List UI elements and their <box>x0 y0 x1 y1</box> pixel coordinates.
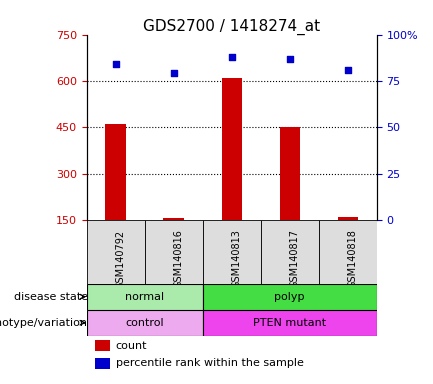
Text: count: count <box>116 341 147 351</box>
Title: GDS2700 / 1418274_at: GDS2700 / 1418274_at <box>143 18 320 35</box>
Text: percentile rank within the sample: percentile rank within the sample <box>116 358 304 368</box>
Text: GSM140813: GSM140813 <box>232 230 242 288</box>
Bar <box>222 78 242 220</box>
Point <box>286 56 293 62</box>
Text: GSM140818: GSM140818 <box>348 230 358 288</box>
Text: normal: normal <box>125 292 164 302</box>
Text: GSM140816: GSM140816 <box>174 230 184 288</box>
Bar <box>87 310 203 336</box>
Bar <box>95 340 110 351</box>
Bar <box>106 124 126 220</box>
Text: disease state: disease state <box>13 292 88 302</box>
Bar <box>261 220 319 284</box>
Point <box>112 61 119 67</box>
Bar <box>203 310 377 336</box>
Text: control: control <box>125 318 164 328</box>
Bar <box>319 220 377 284</box>
Bar <box>95 358 110 369</box>
Text: polyp: polyp <box>275 292 305 302</box>
Text: PTEN mutant: PTEN mutant <box>253 318 326 328</box>
Point <box>228 54 235 60</box>
Bar <box>280 127 300 220</box>
Bar <box>87 284 203 310</box>
Bar <box>145 220 203 284</box>
Text: GSM140817: GSM140817 <box>290 230 300 288</box>
Bar <box>203 220 261 284</box>
Bar <box>338 217 358 220</box>
Text: GSM140792: GSM140792 <box>116 230 126 289</box>
Point <box>344 67 351 73</box>
Bar <box>87 220 145 284</box>
Bar <box>164 218 184 220</box>
Text: genotype/variation: genotype/variation <box>0 318 88 328</box>
Bar <box>203 284 377 310</box>
Point <box>170 70 177 76</box>
